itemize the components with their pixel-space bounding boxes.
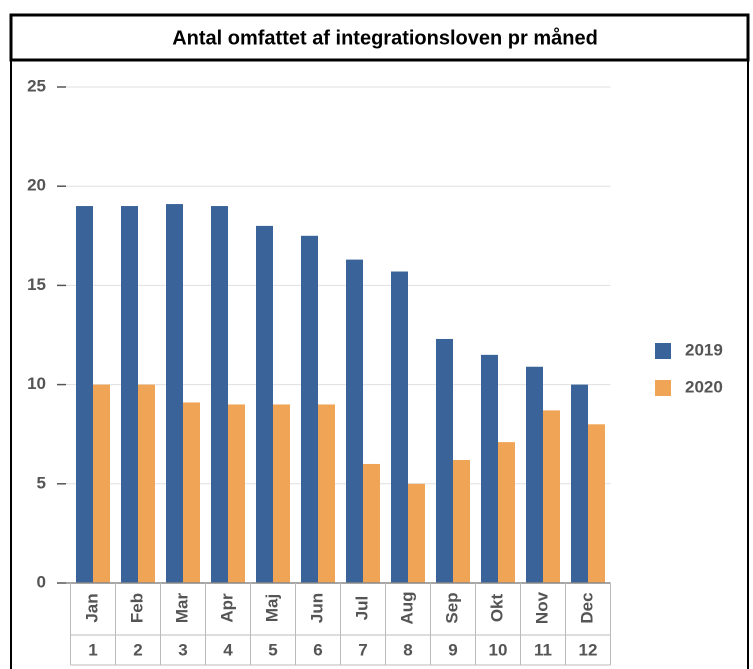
bar <box>391 271 408 583</box>
bar <box>256 225 273 583</box>
bar <box>318 404 335 583</box>
bar <box>138 384 155 583</box>
bar <box>481 354 498 583</box>
x-tick-label: Apr <box>217 593 236 623</box>
x-tick-label: Dec <box>577 592 596 623</box>
x-tick-number: 10 <box>489 640 508 659</box>
y-tick-label: 10 <box>27 374 46 393</box>
bar <box>588 424 605 583</box>
x-tick-number: 8 <box>403 640 412 659</box>
bar <box>228 404 245 583</box>
x-tick-label: Jul <box>352 596 371 621</box>
x-tick-number: 2 <box>133 640 142 659</box>
bar <box>543 410 560 583</box>
legend-swatch <box>655 380 671 396</box>
legend-label: 2019 <box>685 340 723 359</box>
x-tick-label: Okt <box>487 593 506 622</box>
bar <box>121 206 138 584</box>
x-tick-number: 1 <box>88 640 97 659</box>
x-tick-label: Jan <box>82 593 101 622</box>
y-tick-label: 20 <box>27 176 46 195</box>
x-tick-number: 9 <box>448 640 457 659</box>
x-tick-label: Nov <box>532 591 551 624</box>
y-tick-label: 15 <box>27 275 46 294</box>
bar <box>93 384 110 583</box>
bar <box>526 366 543 583</box>
bar <box>453 459 470 583</box>
bar <box>166 204 183 583</box>
bar <box>436 338 453 583</box>
bar <box>363 463 380 583</box>
x-tick-label: Mar <box>172 593 191 624</box>
bar <box>408 483 425 583</box>
bar <box>273 404 290 583</box>
x-tick-number: 11 <box>534 640 552 659</box>
y-tick-label: 25 <box>27 76 46 95</box>
chart-title: Antal omfattet af integrationsloven pr m… <box>172 26 598 49</box>
x-tick-label: Jun <box>307 593 326 623</box>
legend-swatch <box>655 343 671 359</box>
x-tick-number: 4 <box>223 640 233 659</box>
x-tick-label: Maj <box>262 594 281 622</box>
x-tick-number: 6 <box>313 640 322 659</box>
x-tick-number: 12 <box>579 640 598 659</box>
x-tick-number: 7 <box>358 640 367 659</box>
bar <box>301 235 318 584</box>
x-tick-label: Sep <box>442 592 461 623</box>
x-tick-number: 5 <box>268 640 277 659</box>
x-tick-label: Feb <box>127 593 146 623</box>
bar <box>183 402 200 583</box>
y-tick-label: 0 <box>37 572 46 591</box>
legend-label: 2020 <box>685 377 723 396</box>
bar <box>498 442 515 583</box>
title-box <box>9 13 750 62</box>
x-tick-number: 3 <box>178 640 187 659</box>
bar <box>346 259 363 583</box>
bar <box>571 384 588 583</box>
y-tick-label: 5 <box>37 473 46 492</box>
x-tick-label: Aug <box>397 591 416 624</box>
bar <box>211 206 228 584</box>
bar <box>76 206 93 584</box>
